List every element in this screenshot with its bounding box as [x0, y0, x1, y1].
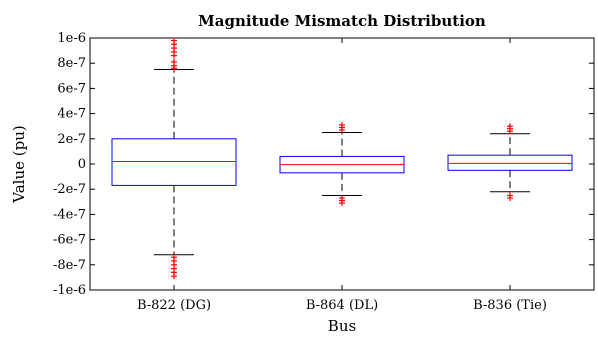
y-tick-label: 0: [78, 157, 86, 172]
y-tick-label: -8e-7: [53, 258, 86, 273]
y-tick-label: -4e-7: [53, 207, 86, 222]
x-axis-title: Bus: [328, 317, 356, 334]
plot-area: -1e-6 -8e-7 -6e-7 -4e-7 -2e-7 0 2e-7 4e-7 6e-7 8e…: [53, 31, 595, 313]
y-tick-label: -1e-6: [53, 283, 86, 298]
iqr-box: [447, 154, 573, 171]
y-tick-label: -6e-7: [53, 233, 86, 248]
x-tick-label: B-836 (Tie): [473, 298, 547, 313]
x-tick-label: B-864 (DL): [306, 298, 378, 313]
y-tick-label: 4e-7: [57, 107, 86, 122]
x-tick-label: B-822 (DG): [137, 298, 211, 313]
y-tick-label: 2e-7: [57, 132, 86, 147]
y-tick-label: -2e-7: [53, 182, 86, 197]
axes-frame: [89, 37, 595, 291]
y-tick-label: 6e-7: [57, 81, 86, 96]
iqr-box: [111, 138, 237, 186]
y-axis-title: Value (pu): [10, 125, 28, 203]
y-tick-label: 8e-7: [57, 56, 86, 71]
y-tick-label: 1e-6: [57, 31, 86, 46]
chart-title: Magnitude Mismatch Distribution: [198, 12, 486, 30]
